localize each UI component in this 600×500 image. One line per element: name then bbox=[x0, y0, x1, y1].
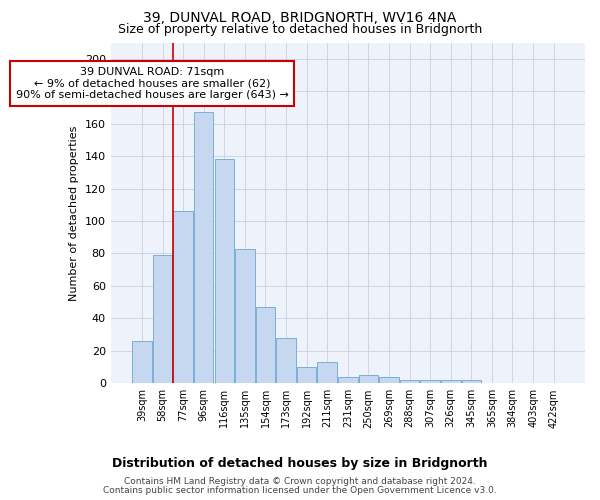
Bar bbox=[132, 341, 152, 384]
Bar bbox=[441, 380, 461, 384]
Bar bbox=[400, 380, 419, 384]
Bar bbox=[297, 367, 316, 384]
Bar bbox=[379, 377, 399, 384]
Bar bbox=[153, 255, 172, 384]
Bar bbox=[461, 380, 481, 384]
Bar bbox=[338, 377, 358, 384]
Bar bbox=[235, 248, 254, 384]
Bar bbox=[194, 112, 214, 384]
Text: 39, DUNVAL ROAD, BRIDGNORTH, WV16 4NA: 39, DUNVAL ROAD, BRIDGNORTH, WV16 4NA bbox=[143, 11, 457, 25]
Bar bbox=[215, 160, 234, 384]
Text: Size of property relative to detached houses in Bridgnorth: Size of property relative to detached ho… bbox=[118, 22, 482, 36]
Bar bbox=[421, 380, 440, 384]
Y-axis label: Number of detached properties: Number of detached properties bbox=[69, 125, 79, 300]
Text: Contains HM Land Registry data © Crown copyright and database right 2024.: Contains HM Land Registry data © Crown c… bbox=[124, 477, 476, 486]
Bar bbox=[359, 375, 378, 384]
Bar bbox=[317, 362, 337, 384]
Text: 39 DUNVAL ROAD: 71sqm
← 9% of detached houses are smaller (62)
90% of semi-detac: 39 DUNVAL ROAD: 71sqm ← 9% of detached h… bbox=[16, 67, 289, 100]
Text: Distribution of detached houses by size in Bridgnorth: Distribution of detached houses by size … bbox=[112, 458, 488, 470]
Bar bbox=[256, 307, 275, 384]
Bar bbox=[276, 338, 296, 384]
Text: Contains public sector information licensed under the Open Government Licence v3: Contains public sector information licen… bbox=[103, 486, 497, 495]
Bar bbox=[173, 212, 193, 384]
